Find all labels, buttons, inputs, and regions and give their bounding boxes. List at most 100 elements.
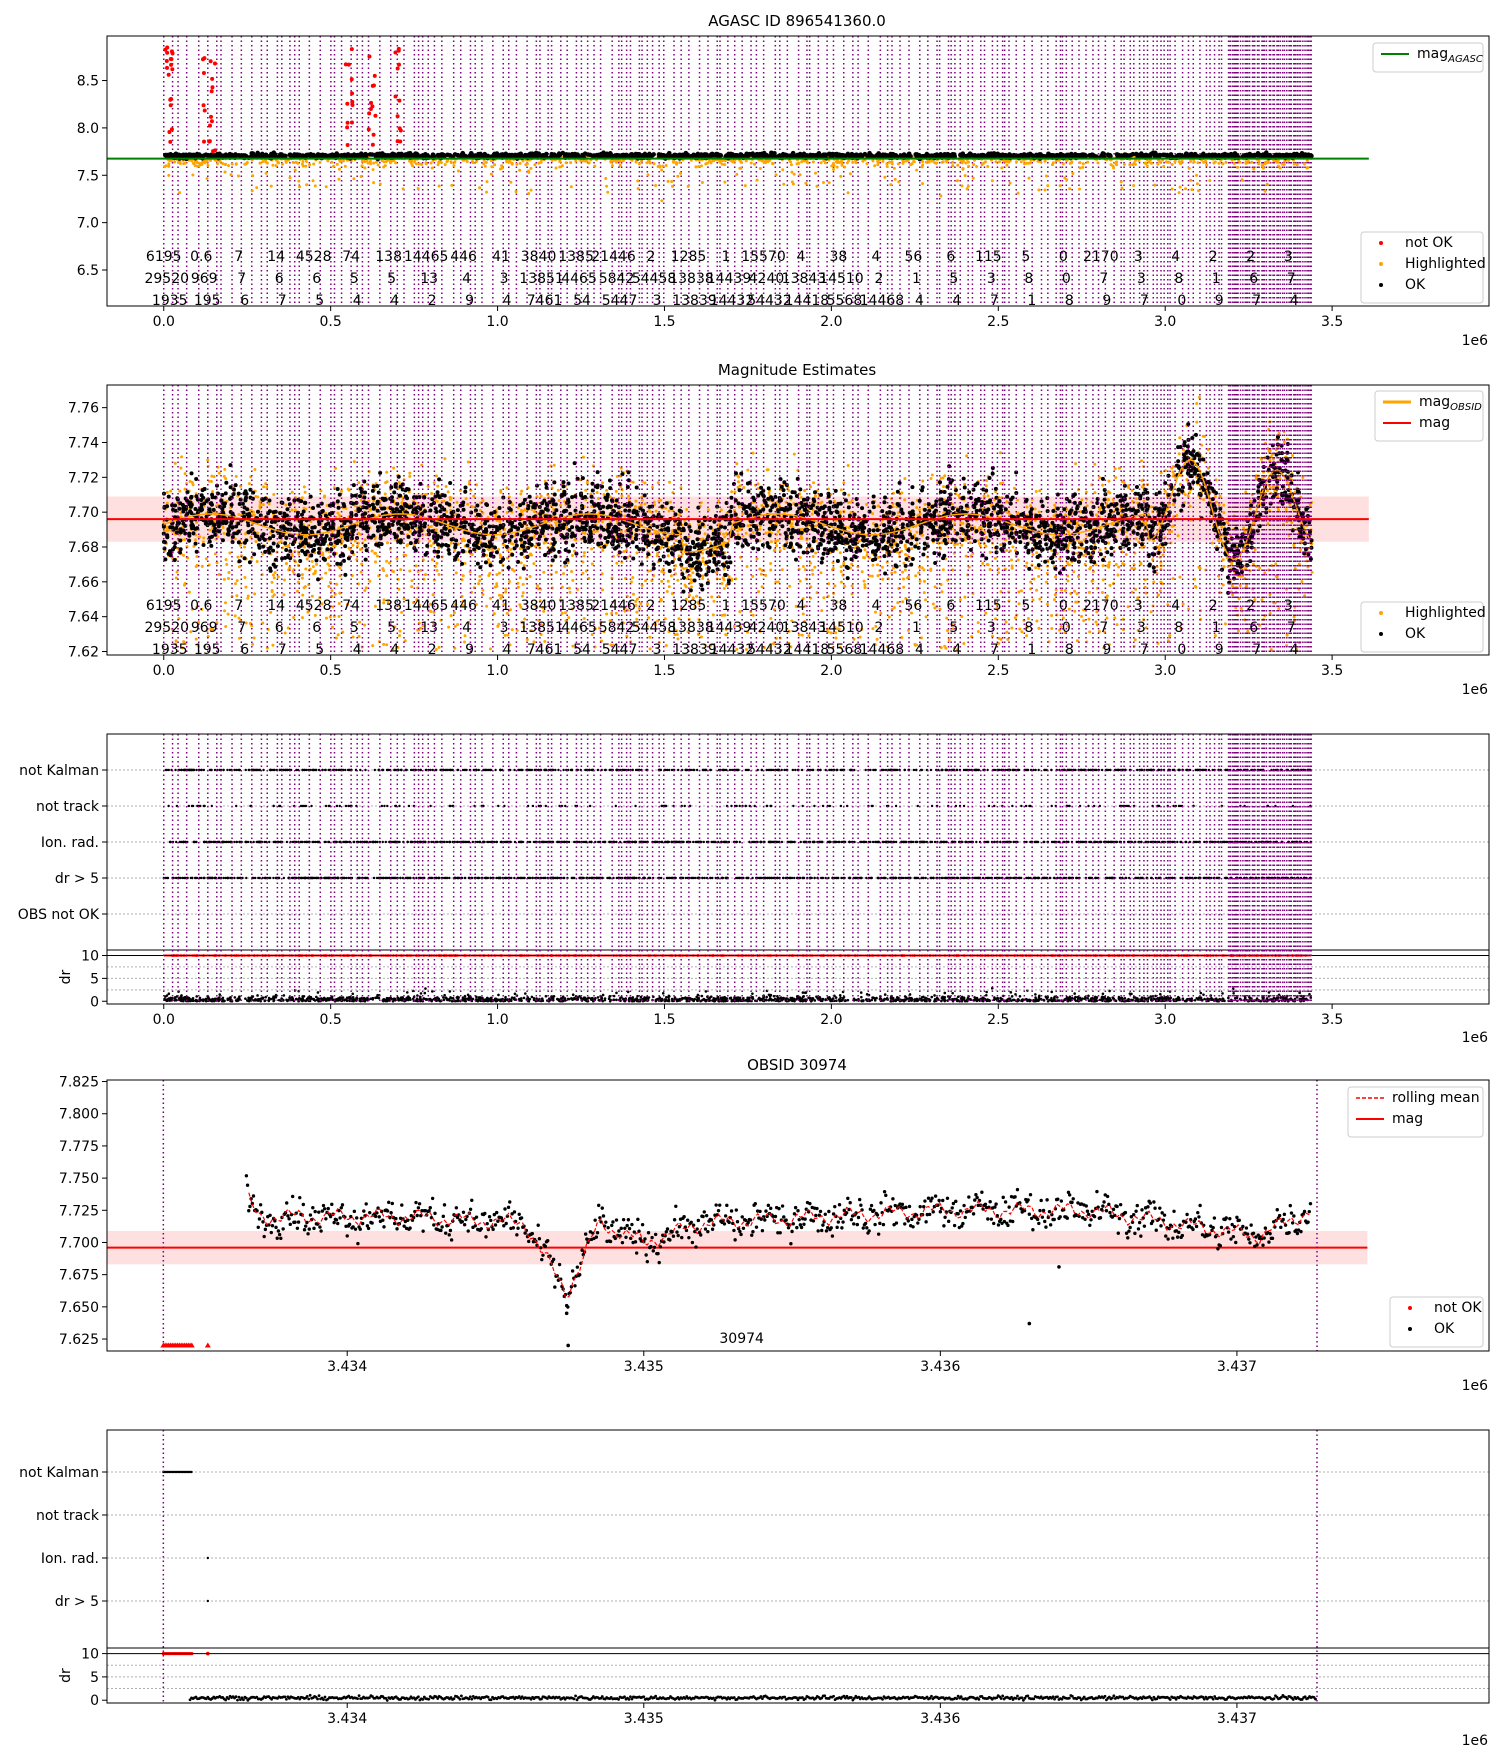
agasc-ytick-label: 6.5: [77, 263, 99, 279]
agasc-xtick-label: 2.5: [987, 314, 1009, 330]
mag-highlighted-point: [1011, 567, 1014, 570]
mag-highlighted-point: [985, 484, 988, 487]
mag-highlighted-point: [910, 547, 913, 550]
mag-highlighted-point: [737, 480, 740, 483]
mag-highlighted-point: [691, 571, 694, 574]
agasc-highlighted-point: [793, 173, 796, 176]
agasc-ok-point: [1252, 153, 1257, 158]
agasc-highlighted-point: [1079, 166, 1082, 169]
agasc-notok-point: [169, 97, 173, 101]
mag-highlighted-point: [180, 455, 183, 458]
mag-highlighted-point: [205, 557, 208, 560]
mag-highlighted-point: [847, 464, 850, 467]
agasc-highlighted-point: [484, 165, 487, 168]
mag-highlighted-point: [530, 554, 533, 557]
agasc-ok-point: [229, 153, 234, 158]
agasc-ok-point: [693, 153, 698, 158]
agasc-highlighted-point: [753, 163, 756, 166]
agasc-highlighted-point: [452, 164, 455, 167]
mag-highlighted-point: [1080, 546, 1083, 549]
agasc-highlighted-point: [723, 181, 726, 184]
mag-highlighted-point: [202, 536, 205, 539]
agasc-ok-point: [757, 152, 762, 157]
agasc-highlighted-point: [201, 161, 204, 164]
agasc-obsid-label: 5: [387, 271, 396, 287]
agasc-obsid-label: 5: [350, 271, 359, 287]
mag-highlighted-point: [1035, 589, 1038, 592]
agasc-highlighted-point: [891, 160, 894, 163]
agasc-highlighted-point: [318, 161, 321, 164]
mag-highlighted-point: [1135, 537, 1138, 540]
agasc-highlighted-point: [372, 168, 375, 171]
agasc-notok-point: [346, 121, 350, 125]
agasc-notok-point: [165, 59, 169, 63]
agasc-highlighted-point: [1178, 191, 1181, 194]
agasc-points-legend-label-text: not OK: [1405, 235, 1453, 251]
agasc-highlighted-point: [1279, 167, 1282, 170]
mag-highlighted-point: [667, 554, 670, 557]
agasc-highlighted-point: [235, 163, 238, 166]
agasc-highlighted-point: [206, 164, 209, 167]
agasc-notok-point: [345, 102, 349, 106]
agasc-highlighted-point: [704, 162, 707, 165]
agasc-obsid-label: 4: [462, 271, 471, 287]
agasc-ok-point: [343, 154, 348, 159]
agasc-highlighted-point: [876, 160, 879, 163]
agasc-highlighted-point: [882, 160, 885, 163]
agasc-highlighted-point: [854, 161, 857, 164]
mag-highlighted-point: [688, 535, 691, 538]
mag-highlighted-point: [559, 504, 562, 507]
agasc-obsid-label: 2: [1209, 249, 1218, 265]
mag-highlighted-point: [1269, 449, 1272, 452]
mag-highlighted-point: [1143, 499, 1146, 502]
mag-highlighted-point: [511, 504, 514, 507]
agasc-ytick-label: 7.5: [77, 168, 99, 184]
agasc-highlighted-point: [828, 181, 831, 184]
mag-highlighted-point: [301, 496, 304, 499]
agasc-highlighted-point: [301, 160, 304, 163]
agasc-highlighted-point: [537, 162, 540, 165]
agasc-obsid-label: 38: [830, 249, 848, 265]
agasc-highlighted-point: [1171, 188, 1174, 191]
agasc-highlighted-point: [912, 160, 915, 163]
agasc-highlighted-point: [574, 160, 577, 163]
agasc-highlighted-point: [369, 162, 372, 165]
mag-highlighted-point: [736, 530, 739, 533]
mag-highlighted-point: [931, 473, 934, 476]
agasc-highlighted-point: [499, 168, 502, 171]
agasc-highlighted-point: [694, 165, 697, 168]
mag-highlighted-point: [670, 574, 673, 577]
agasc-highlighted-point: [224, 163, 227, 166]
mag-highlighted-point: [1005, 549, 1008, 552]
mag-highlighted-point: [284, 503, 287, 506]
agasc-notok-point: [169, 57, 173, 61]
agasc-obsid-label: 3: [1134, 249, 1143, 265]
agasc-highlighted-point: [173, 160, 176, 163]
mag-highlighted-point: [467, 460, 470, 463]
agasc-highlighted-point: [593, 165, 596, 168]
mag-highlighted-point: [1198, 396, 1201, 399]
mag-highlighted-point: [1171, 470, 1174, 473]
agasc-title: AGASC ID 896541360.0: [708, 12, 886, 30]
mag-highlighted-point: [1073, 590, 1076, 593]
agasc-ok-point: [1243, 154, 1248, 159]
agasc-ok-point: [455, 153, 460, 158]
agasc-obsid-label: 9: [1102, 293, 1111, 309]
mag-highlighted-point: [871, 512, 874, 515]
mag-highlighted-point: [304, 491, 307, 494]
agasc-highlighted-point: [514, 190, 517, 193]
mag-highlighted-point: [386, 480, 389, 483]
agasc-notok-point: [367, 111, 371, 115]
agasc-notok-point: [367, 127, 371, 131]
agasc-highlighted-point: [843, 166, 846, 169]
agasc-highlighted-point: [230, 173, 233, 176]
agasc-highlighted-point: [883, 176, 886, 179]
agasc-obsid-label: 4: [952, 293, 961, 309]
agasc-ok-point: [436, 153, 441, 158]
agasc-highlighted-point: [1174, 160, 1177, 163]
agasc-highlighted-point: [227, 164, 230, 167]
mag-highlighted-point: [741, 512, 744, 515]
agasc-notok-point: [370, 104, 374, 108]
agasc-obsid-label: 4465: [561, 271, 597, 287]
